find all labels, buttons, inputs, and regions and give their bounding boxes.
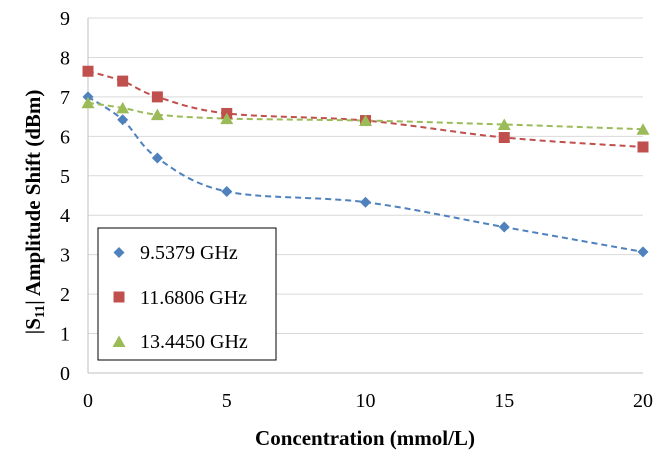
data-point-diamond (151, 152, 163, 164)
x-tick-label: 5 (222, 390, 232, 412)
data-point-triangle (497, 118, 511, 130)
legend-label: 9.5379 GHz (140, 242, 238, 264)
y-axis-title: |S11| Amplitude Shift (dBm) (21, 90, 48, 335)
data-point-square (498, 132, 510, 144)
x-tick-label: 0 (83, 390, 93, 412)
y-tick-label: 7 (60, 87, 70, 109)
data-point-triangle (220, 112, 234, 125)
y-axis-title-part-2: | Amplitude Shift (dBm) (21, 90, 45, 305)
data-point-triangle (116, 101, 130, 114)
legend: 9.5379 GHz 11.6806 GHz 13.4450 GHz (97, 227, 277, 361)
y-tick-label: 3 (60, 245, 70, 267)
legend-marker-triangle (112, 335, 126, 347)
data-point-triangle (150, 108, 164, 121)
data-point-diamond (221, 186, 233, 198)
legend-entry-1: 9.5379 GHz (113, 242, 238, 264)
tick-labels: 0 1 2 3 4 5 6 7 8 9 0 5 10 15 20 (60, 8, 653, 412)
legend-marker-square (113, 291, 125, 303)
data-point-square (82, 65, 94, 77)
legend-entry-2: 11.6806 GHz (113, 287, 247, 309)
data-point-diamond (498, 221, 510, 233)
data-point-square (151, 91, 163, 103)
data-point-triangle (359, 114, 372, 127)
x-tick-label: 15 (494, 390, 514, 412)
y-tick-label: 9 (60, 8, 70, 30)
legend-label: 13.4450 GHz (140, 331, 248, 353)
data-point-diamond (360, 196, 371, 208)
x-axis-title: Concentration (mmol/L) (255, 426, 475, 450)
legend-marker-diamond (113, 247, 125, 258)
x-tick-label: 10 (356, 390, 376, 412)
data-point-square (637, 141, 649, 153)
series-line-1 (87, 96, 644, 253)
legend-entry-3: 13.4450 GHz (112, 331, 248, 353)
y-tick-label: 5 (60, 166, 70, 188)
data-point-square (117, 75, 129, 87)
data-point-triangle (81, 96, 95, 109)
y-axis-title-part-1: |S (21, 318, 45, 334)
series-markers (81, 65, 650, 258)
y-tick-label: 8 (60, 47, 70, 69)
y-tick-label: 1 (60, 324, 70, 346)
y-axis-title-subscript: 11 (33, 305, 48, 318)
y-tick-label: 0 (60, 363, 70, 385)
legend-label: 11.6806 GHz (140, 287, 247, 309)
series-lines (87, 70, 644, 253)
data-point-diamond (637, 246, 649, 258)
x-tick-label: 20 (633, 390, 653, 412)
series-line-2 (87, 70, 644, 148)
y-tick-label: 4 (60, 205, 70, 227)
y-tick-label: 6 (60, 126, 70, 148)
y-tick-label: 2 (60, 284, 70, 306)
data-point-diamond (117, 114, 129, 126)
data-point-triangle (636, 123, 650, 135)
legend-box (97, 227, 277, 361)
axes (87, 18, 643, 374)
